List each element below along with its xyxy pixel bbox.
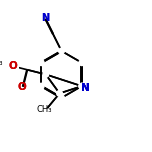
Text: N: N	[81, 83, 90, 93]
Text: N: N	[81, 83, 90, 93]
Circle shape	[43, 72, 49, 77]
Text: CH₃: CH₃	[0, 59, 3, 67]
Circle shape	[59, 48, 64, 54]
Text: O: O	[17, 82, 26, 92]
Circle shape	[79, 83, 85, 89]
Text: N: N	[81, 83, 90, 93]
Circle shape	[79, 83, 85, 89]
Text: N: N	[41, 13, 49, 23]
Circle shape	[59, 95, 64, 101]
Circle shape	[38, 60, 44, 66]
Text: N: N	[81, 83, 90, 93]
Circle shape	[79, 60, 85, 66]
Circle shape	[38, 83, 44, 89]
Text: O: O	[17, 82, 26, 92]
Circle shape	[57, 91, 62, 96]
Text: CH₃: CH₃	[37, 105, 52, 114]
Text: O: O	[9, 61, 17, 71]
Text: N: N	[41, 13, 49, 23]
Text: O: O	[9, 61, 17, 71]
